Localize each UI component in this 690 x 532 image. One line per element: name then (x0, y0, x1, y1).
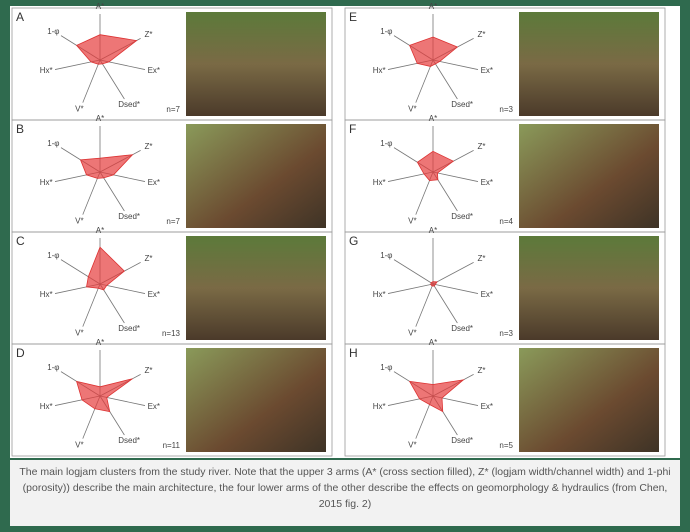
n-label: n=7 (166, 105, 180, 114)
arm-label: Ex* (148, 402, 160, 411)
figure: An=7 A* Z* Ex* Dsed* V* Hx* 1-φ Bn=7 A* Z* Ex* Dsed*… (0, 0, 690, 458)
arm-label: Hx* (40, 66, 53, 75)
panel-letter: D (16, 346, 25, 360)
arm-label: Z* (145, 30, 153, 39)
n-label: n=7 (166, 217, 180, 226)
arm-label: A* (96, 338, 104, 347)
arm-label: V* (75, 104, 83, 113)
n-label: n=5 (499, 441, 513, 450)
arm-label: A* (429, 226, 437, 235)
arm-label: Dsed* (118, 212, 140, 221)
n-label: n=3 (499, 329, 513, 338)
photo (519, 348, 659, 452)
photo (186, 124, 326, 228)
photo (519, 12, 659, 116)
n-label: n=3 (499, 105, 513, 114)
arm-label: A* (96, 2, 104, 11)
arm-label: A* (96, 226, 104, 235)
arm-label: 1-φ (47, 139, 59, 148)
arm-label: Hx* (40, 402, 53, 411)
arm-label: Ex* (481, 66, 493, 75)
arm-label: Z* (478, 142, 486, 151)
arm-label: Ex* (481, 402, 493, 411)
photo (186, 348, 326, 452)
arm-label: V* (75, 216, 83, 225)
arm-label: A* (429, 114, 437, 123)
arm-label: Dsed* (118, 100, 140, 109)
arm-label: Dsed* (451, 100, 473, 109)
photo (519, 236, 659, 340)
arm-label: 1-φ (380, 139, 392, 148)
arm-label: 1-φ (380, 251, 392, 260)
arm-label: Z* (145, 366, 153, 375)
arm-label: V* (408, 104, 416, 113)
arm-label: Dsed* (451, 212, 473, 221)
panel-letter: H (349, 346, 358, 360)
arm-label: Ex* (148, 178, 160, 187)
arm-label: Z* (478, 366, 486, 375)
panel-letter: B (16, 122, 24, 136)
arm-label: Hx* (373, 290, 386, 299)
arm-label: V* (408, 328, 416, 337)
arm-label: Dsed* (118, 324, 140, 333)
arm-label: Hx* (40, 290, 53, 299)
arm-label: 1-φ (47, 363, 59, 372)
page: An=7 A* Z* Ex* Dsed* V* Hx* 1-φ Bn=7 A* Z* Ex* Dsed*… (0, 0, 690, 532)
arm-label: V* (75, 440, 83, 449)
arm-label: A* (429, 338, 437, 347)
caption: The main logjam clusters from the study … (10, 460, 680, 526)
panel-letter: F (349, 122, 356, 136)
panel-letter: E (349, 10, 357, 24)
arm-label: V* (75, 328, 83, 337)
panel-letter: A (16, 10, 24, 24)
panel-letter: G (349, 234, 358, 248)
arm-label: Hx* (373, 178, 386, 187)
arm-label: Dsed* (451, 436, 473, 445)
arm-label: A* (429, 2, 437, 11)
arm-label: V* (408, 440, 416, 449)
arm-label: Z* (145, 254, 153, 263)
arm-label: 1-φ (380, 27, 392, 36)
photo (519, 124, 659, 228)
photo (186, 236, 326, 340)
arm-label: Z* (478, 254, 486, 263)
arm-label: A* (96, 114, 104, 123)
arm-label: 1-φ (47, 27, 59, 36)
arm-label: Hx* (373, 66, 386, 75)
arm-label: Dsed* (451, 324, 473, 333)
arm-label: Z* (145, 142, 153, 151)
arm-label: Ex* (148, 66, 160, 75)
arm-label: Hx* (373, 402, 386, 411)
arm-label: Ex* (481, 178, 493, 187)
arm-label: Ex* (481, 290, 493, 299)
arm-label: Hx* (40, 178, 53, 187)
arm-label: Dsed* (118, 436, 140, 445)
arm-label: V* (408, 216, 416, 225)
n-label: n=13 (162, 329, 181, 338)
panel-letter: C (16, 234, 25, 248)
arm-label: Ex* (148, 290, 160, 299)
arm-label: 1-φ (47, 251, 59, 260)
n-label: n=11 (163, 441, 181, 450)
n-label: n=4 (499, 217, 513, 226)
arm-label: Z* (478, 30, 486, 39)
photo (186, 12, 326, 116)
arm-label: 1-φ (380, 363, 392, 372)
